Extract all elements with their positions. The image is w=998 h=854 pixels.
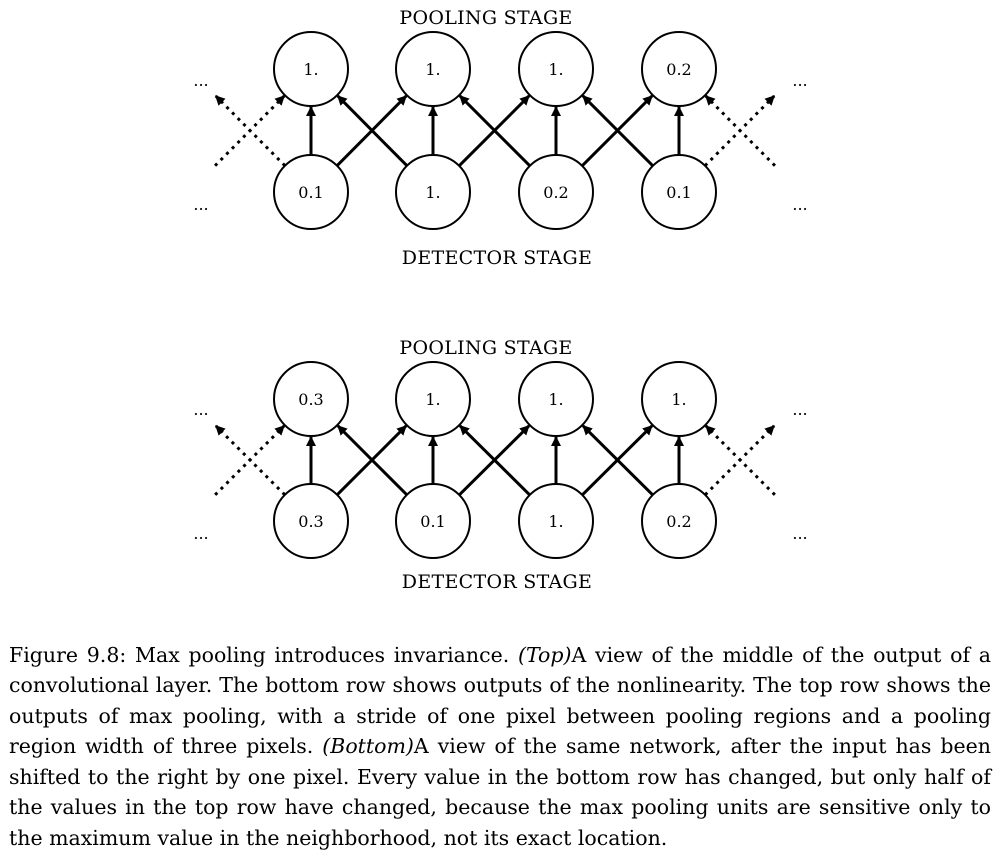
pooling-unit-value: 1. [548,60,563,79]
bottom-connections [214,424,776,497]
bottom-pooling-stage-label: POOLING STAGE [399,337,572,359]
top-detector-row: 0.1 1. 0.2 0.1 [273,154,717,230]
ellipsis-right-detector: ... [792,195,807,214]
ellipsis-right-pooling: ... [792,400,807,419]
pooling-unit-value: 1. [425,390,440,409]
offscreen-connection-arrow [214,94,287,167]
pooling-unit: 1. [518,361,594,437]
connection-arrow [581,94,654,167]
bottom-detector-stage-label: DETECTOR STAGE [402,571,592,593]
max-pooling-diagram: POOLING STAGE DETECTOR STAGE 1. 1. 1. 0.… [193,7,807,593]
pooling-unit: 1. [395,31,471,107]
top-detector-stage-label: DETECTOR STAGE [402,247,592,269]
detector-unit: 0.2 [518,154,594,230]
pooling-unit: 1. [518,31,594,107]
caption-bottom-tag: (Bottom) [322,734,414,759]
connection-arrow [336,424,408,496]
pooling-unit: 0.2 [641,31,717,107]
ellipsis-right-pooling: ... [792,71,807,90]
bottom-network: POOLING STAGE DETECTOR STAGE 0.3 1. 1. 1… [193,337,807,593]
bottom-detector-row: 0.3 0.1 1. 0.2 [273,483,717,559]
pooling-unit: 1. [273,31,349,107]
figure-label: Figure 9.8: [9,642,127,667]
detector-unit-value: 1. [425,183,440,202]
ellipsis-left-detector: ... [193,524,208,543]
pooling-unit-value: 1. [548,390,563,409]
pooling-unit: 0.3 [273,361,349,437]
bottom-pooling-row: 0.3 1. 1. 1. [273,361,717,437]
detector-unit-value: 1. [548,512,563,531]
detector-unit-value: 0.2 [666,512,691,531]
ellipsis-right-detector: ... [792,524,807,543]
caption-top-tag: (Top) [517,642,572,667]
detector-unit-value: 0.3 [298,512,323,531]
caption-intro: Max pooling introduces invariance. [126,642,518,667]
pooling-unit-value: 1. [671,390,686,409]
ellipsis-left-pooling: ... [193,71,208,90]
pooling-unit-value: 0.3 [298,390,323,409]
offscreen-connection-arrow [214,424,286,496]
detector-unit-value: 0.2 [543,183,568,202]
offscreen-connection-arrow [704,424,776,496]
connection-arrow [458,94,531,167]
detector-unit: 0.3 [273,483,349,559]
top-pooling-stage-label: POOLING STAGE [399,7,572,29]
top-network: POOLING STAGE DETECTOR STAGE 1. 1. 1. 0.… [193,7,807,269]
pooling-unit-value: 1. [303,60,318,79]
top-connections [213,94,777,167]
detector-unit-value: 0.1 [666,183,691,202]
detector-unit: 1. [395,154,471,230]
detector-unit: 0.1 [273,154,349,230]
detector-unit-value: 0.1 [298,183,323,202]
detector-unit: 0.1 [395,483,471,559]
top-pooling-row: 1. 1. 1. 0.2 [273,31,717,107]
detector-unit: 0.2 [641,483,717,559]
pooling-unit: 1. [641,361,717,437]
connection-arrow [335,94,408,167]
ellipsis-left-detector: ... [193,195,208,214]
detector-unit: 0.1 [641,154,717,230]
detector-unit: 1. [518,483,594,559]
detector-unit-value: 0.1 [420,512,445,531]
caption-top-text: A view of the middle of the output of a … [9,642,992,759]
pooling-unit-value: 0.2 [666,60,691,79]
offscreen-connection-arrow [703,94,776,167]
pooling-unit-value: 1. [425,60,440,79]
figure-caption: Figure 9.8: Max pooling introduces invar… [9,640,991,854]
pooling-unit: 1. [395,361,471,437]
connection-arrow [581,424,654,497]
ellipsis-left-pooling: ... [193,400,208,419]
connection-arrow [458,424,531,497]
